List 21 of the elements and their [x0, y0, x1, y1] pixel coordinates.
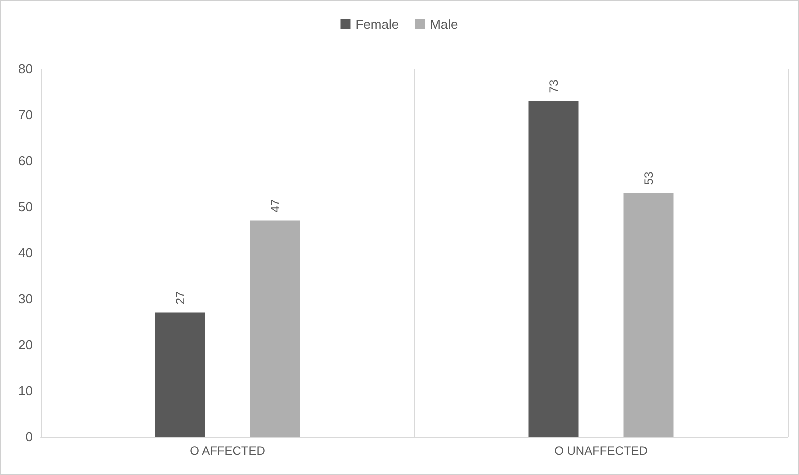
data-label: 47: [268, 199, 282, 213]
x-tick-label: O UNAFFECTED: [554, 444, 648, 458]
y-tick-label: 80: [18, 62, 33, 76]
y-tick-label: 20: [18, 338, 33, 352]
data-label: 53: [642, 172, 656, 186]
data-label: 27: [173, 291, 188, 305]
y-tick-label: 60: [18, 154, 33, 168]
bar: [250, 220, 300, 437]
bar: [155, 312, 206, 437]
bar: [528, 101, 579, 437]
legend-label: Female: [356, 17, 400, 32]
x-tick-label: O AFFECTED: [190, 444, 266, 458]
bar: [624, 193, 674, 437]
legend-label: Male: [430, 17, 458, 32]
y-tick-label: 40: [18, 246, 33, 260]
y-tick-label: 30: [18, 292, 33, 306]
y-tick-label: 70: [18, 108, 33, 122]
data-label: 73: [546, 80, 561, 94]
y-tick-label: 50: [18, 200, 33, 214]
y-tick-label: 10: [18, 384, 33, 398]
y-tick-label: 0: [26, 430, 33, 444]
